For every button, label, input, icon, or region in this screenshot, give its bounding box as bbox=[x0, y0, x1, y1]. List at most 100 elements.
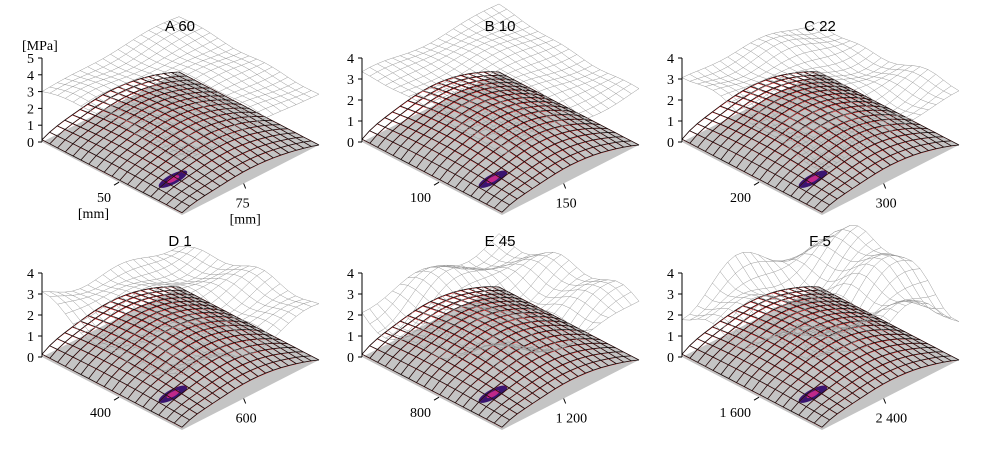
upper-surface-line bbox=[818, 225, 960, 322]
lower-surface-line bbox=[181, 144, 320, 213]
x-tick-mark bbox=[113, 396, 120, 401]
z-tick-label: 1 bbox=[667, 330, 674, 345]
z-tick-label: 2 bbox=[347, 94, 354, 109]
y-unit-label: [mm] bbox=[230, 213, 261, 228]
panel-e: 4 3 2 1 0 800 1 200 E 45 bbox=[347, 233, 640, 430]
z-tick-label: 4 bbox=[27, 69, 34, 84]
lower-surface-line bbox=[821, 144, 960, 213]
upper-surface-line bbox=[174, 301, 312, 374]
upper-surface-line bbox=[476, 256, 617, 314]
panel-f: 4 3 2 1 0 1 600 2 400 F 5 bbox=[667, 225, 960, 430]
lower-surface-line bbox=[501, 144, 640, 213]
upper-surface-line bbox=[681, 21, 820, 78]
floor-plane bbox=[42, 72, 319, 215]
y-tick-label: 600 bbox=[236, 412, 257, 427]
x-tick-label: 1 600 bbox=[720, 406, 752, 421]
lower-surface-line bbox=[498, 71, 640, 146]
x-unit-label: [mm] bbox=[78, 207, 109, 222]
lower-surface-line bbox=[491, 71, 632, 147]
z-tick-label: 2 bbox=[347, 309, 354, 324]
upper-surface-line bbox=[156, 26, 297, 105]
z-tick-label: 4 bbox=[27, 267, 34, 282]
z-tick-label: 4 bbox=[667, 52, 674, 67]
upper-surface-line bbox=[163, 253, 304, 312]
lower-surface-line bbox=[491, 286, 632, 362]
upper-surface-line bbox=[814, 299, 952, 359]
lower-surface-line bbox=[806, 136, 944, 205]
lower-surface-line bbox=[156, 74, 297, 151]
z-tick-label: 0 bbox=[27, 351, 34, 366]
lower-surface-line bbox=[813, 140, 952, 209]
z-tick-label: 4 bbox=[347, 267, 354, 282]
upper-surface-line bbox=[821, 300, 960, 356]
y-tick-mark bbox=[243, 183, 247, 189]
upper-surface-line bbox=[806, 301, 944, 359]
upper-surface-line bbox=[361, 3, 500, 72]
y-tick-mark bbox=[883, 183, 887, 189]
upper-surface-line bbox=[498, 233, 640, 302]
floor-plane bbox=[362, 72, 639, 215]
z-tick-label: 1 bbox=[27, 330, 34, 345]
hotspot-core-mark bbox=[166, 175, 180, 184]
upper-surface bbox=[681, 225, 960, 359]
hotspot-core-mark bbox=[166, 390, 180, 399]
lower-surface bbox=[41, 71, 320, 214]
z-unit-label: [MPa] bbox=[22, 39, 58, 54]
upper-surface bbox=[41, 16, 320, 161]
upper-surface-line bbox=[163, 22, 304, 102]
upper-surface-line bbox=[174, 90, 312, 157]
z-tick-label: 0 bbox=[667, 136, 674, 151]
upper-surface-line bbox=[486, 79, 624, 144]
x-tick-label: 400 bbox=[90, 406, 111, 421]
lower-surface-line bbox=[803, 71, 944, 148]
panel-d: 4 3 2 1 0 400 600 D 1 bbox=[27, 233, 320, 430]
upper-surface-line bbox=[181, 93, 320, 161]
x-tick-label: 800 bbox=[410, 406, 431, 421]
upper-surface-line bbox=[806, 79, 944, 164]
z-tick-label: 5 bbox=[27, 52, 34, 67]
z-tick-label: 0 bbox=[347, 351, 354, 366]
upper-surface-line bbox=[818, 21, 960, 92]
y-tick-label: 1 200 bbox=[556, 412, 588, 427]
lower-surface-line bbox=[163, 73, 304, 149]
z-tick-label: 3 bbox=[27, 288, 34, 303]
z-tick-label: 3 bbox=[667, 73, 674, 88]
upper-surface-line bbox=[494, 83, 632, 150]
y-tick-label: 75 bbox=[236, 197, 250, 212]
upper-surface-line bbox=[491, 241, 632, 306]
lower-surface-line bbox=[796, 72, 937, 149]
lower-surface-line bbox=[476, 287, 617, 364]
z-tick-label: 1 bbox=[667, 115, 674, 130]
y-tick-label: 150 bbox=[556, 197, 577, 212]
lower-surface-line bbox=[811, 71, 952, 147]
upper-surface-line bbox=[796, 29, 937, 105]
upper-surface bbox=[41, 246, 320, 376]
upper-surface-line bbox=[811, 229, 952, 320]
lower-surface-line bbox=[171, 286, 312, 362]
upper-surface-line bbox=[483, 10, 624, 100]
lower-surface-line bbox=[476, 72, 617, 149]
panel-title: A 60 bbox=[165, 18, 195, 35]
hotspot-core-mark bbox=[806, 175, 820, 184]
panel-b: 4 3 2 1 0 100 150 B 10 bbox=[347, 3, 640, 215]
lower-surface bbox=[361, 71, 640, 213]
lower-surface-line bbox=[483, 286, 624, 363]
upper-surface-line bbox=[494, 291, 632, 368]
upper-surface-line bbox=[181, 303, 320, 375]
panel-title: B 10 bbox=[485, 18, 516, 35]
y-tick-mark bbox=[243, 398, 247, 404]
z-tick-label: 0 bbox=[27, 136, 34, 151]
upper-surface-line bbox=[814, 85, 952, 168]
lower-surface-line bbox=[821, 359, 960, 428]
x-tick-label: 200 bbox=[730, 191, 751, 206]
x-tick-mark bbox=[113, 181, 120, 186]
lower-surface-line bbox=[803, 286, 944, 363]
upper-surface-line bbox=[498, 3, 640, 89]
hotspot-core-mark bbox=[806, 390, 820, 399]
lower-surface-line bbox=[178, 286, 320, 361]
z-tick-label: 3 bbox=[347, 288, 354, 303]
hotspot-core-mark bbox=[486, 390, 500, 399]
hotspot-core-mark bbox=[486, 175, 500, 184]
panel-c: 4 3 2 1 0 200 300 C 22 bbox=[667, 18, 960, 215]
z-tick-label: 1 bbox=[347, 330, 354, 345]
